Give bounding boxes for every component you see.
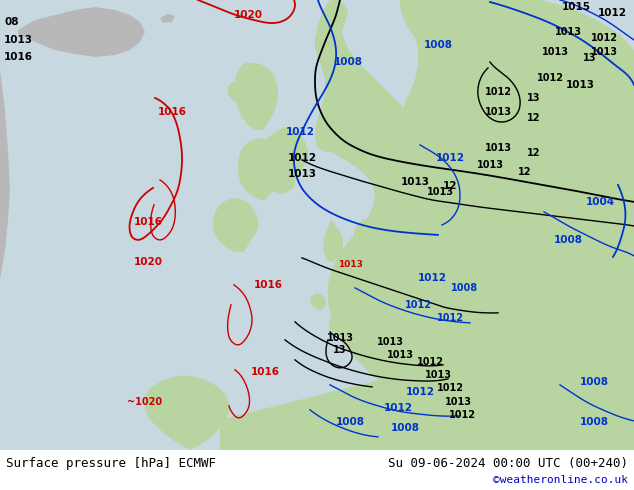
Text: 1016: 1016 xyxy=(254,280,283,290)
Text: 1012: 1012 xyxy=(484,87,512,97)
Text: 1012: 1012 xyxy=(285,127,314,137)
Text: 1015: 1015 xyxy=(562,2,590,12)
Polygon shape xyxy=(400,0,590,198)
Text: 1013: 1013 xyxy=(337,260,363,270)
Polygon shape xyxy=(325,0,634,450)
Text: 12: 12 xyxy=(527,148,541,158)
Text: ©weatheronline.co.uk: ©weatheronline.co.uk xyxy=(493,475,628,485)
Text: 1012: 1012 xyxy=(436,383,463,393)
Polygon shape xyxy=(235,62,262,108)
Polygon shape xyxy=(238,138,283,200)
Polygon shape xyxy=(310,294,326,310)
Text: 1020: 1020 xyxy=(233,10,262,20)
Text: 1016: 1016 xyxy=(250,367,280,377)
Text: 1008: 1008 xyxy=(451,283,479,293)
Text: 13: 13 xyxy=(583,53,597,63)
Text: 1013: 1013 xyxy=(287,169,316,179)
Text: 1013: 1013 xyxy=(484,143,512,153)
Text: 1008: 1008 xyxy=(424,40,453,50)
Text: 1012: 1012 xyxy=(597,8,626,18)
Text: 1013: 1013 xyxy=(590,47,618,57)
Polygon shape xyxy=(430,258,510,303)
Polygon shape xyxy=(235,63,278,130)
Text: 1008: 1008 xyxy=(335,417,365,427)
Text: 13: 13 xyxy=(333,345,347,355)
Text: 1020: 1020 xyxy=(134,257,162,267)
Text: ~1020: ~1020 xyxy=(127,397,162,407)
Polygon shape xyxy=(340,72,418,157)
Text: 08: 08 xyxy=(4,17,19,27)
Text: 1016: 1016 xyxy=(157,107,186,117)
Polygon shape xyxy=(220,365,634,450)
Text: 1012: 1012 xyxy=(436,153,465,163)
Text: 1012: 1012 xyxy=(436,313,463,323)
Text: 1012: 1012 xyxy=(404,300,432,310)
Text: 1012: 1012 xyxy=(418,273,446,283)
Text: 1013: 1013 xyxy=(427,187,453,197)
Polygon shape xyxy=(0,0,10,280)
Text: 1008: 1008 xyxy=(391,423,420,433)
Text: 12: 12 xyxy=(518,167,532,177)
Polygon shape xyxy=(160,14,175,23)
Text: 12: 12 xyxy=(527,113,541,123)
Polygon shape xyxy=(228,82,240,102)
Polygon shape xyxy=(145,376,230,450)
Text: 1013: 1013 xyxy=(327,333,354,343)
Text: Su 09-06-2024 00:00 UTC (00+240): Su 09-06-2024 00:00 UTC (00+240) xyxy=(388,457,628,470)
Polygon shape xyxy=(18,7,145,57)
Text: 1013: 1013 xyxy=(377,337,403,347)
Text: 1013: 1013 xyxy=(4,35,32,45)
Text: 1013: 1013 xyxy=(401,177,429,187)
Polygon shape xyxy=(329,316,349,335)
Polygon shape xyxy=(213,198,258,252)
Polygon shape xyxy=(255,127,308,194)
Polygon shape xyxy=(353,218,393,260)
Text: 1013: 1013 xyxy=(541,47,569,57)
Text: 1012: 1012 xyxy=(417,357,444,367)
Text: 1013: 1013 xyxy=(387,350,413,360)
Text: Surface pressure [hPa] ECMWF: Surface pressure [hPa] ECMWF xyxy=(6,457,216,470)
Text: 1012: 1012 xyxy=(448,410,476,420)
Text: 1008: 1008 xyxy=(333,57,363,67)
Text: 1012: 1012 xyxy=(406,387,434,397)
Text: 1008: 1008 xyxy=(579,377,609,387)
Text: 1004: 1004 xyxy=(585,197,614,207)
Polygon shape xyxy=(315,0,378,152)
Text: 1013: 1013 xyxy=(484,107,512,117)
Text: 1016: 1016 xyxy=(4,52,32,62)
Polygon shape xyxy=(323,218,343,262)
Text: 1012: 1012 xyxy=(287,153,316,163)
Text: 1013: 1013 xyxy=(477,160,503,170)
Text: 1012: 1012 xyxy=(590,33,618,43)
Text: 1008: 1008 xyxy=(579,417,609,427)
Text: 13: 13 xyxy=(527,93,541,103)
Text: 1013: 1013 xyxy=(444,397,472,407)
Text: 1016: 1016 xyxy=(134,217,162,227)
Text: 1013: 1013 xyxy=(555,27,581,37)
Text: 1013: 1013 xyxy=(425,370,451,380)
Text: 1012: 1012 xyxy=(536,73,564,83)
Text: 1008: 1008 xyxy=(553,235,583,245)
Text: 12: 12 xyxy=(443,181,457,191)
Text: 1012: 1012 xyxy=(384,403,413,413)
Text: 1013: 1013 xyxy=(566,80,595,90)
